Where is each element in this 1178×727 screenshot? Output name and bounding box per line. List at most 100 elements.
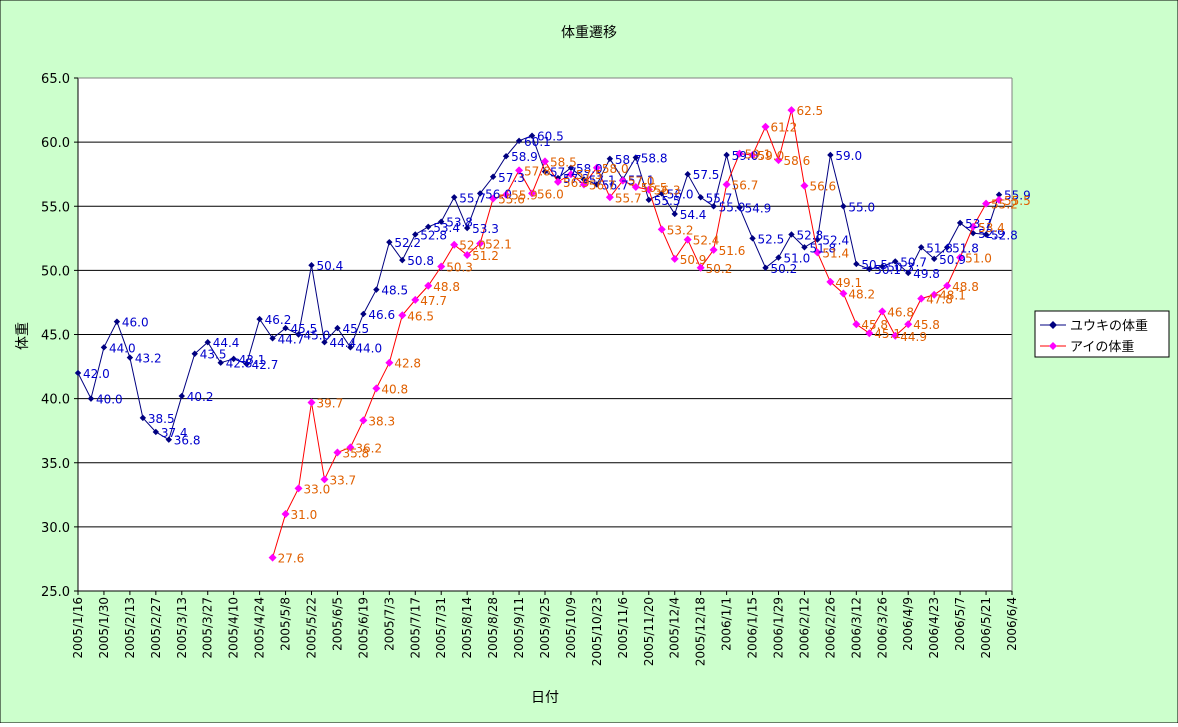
- data-label: 52.4: [822, 234, 849, 248]
- data-label: 54.4: [680, 208, 707, 222]
- data-label: 52.5: [758, 232, 785, 246]
- data-point: [346, 443, 355, 452]
- data-label: 53.8: [446, 216, 473, 230]
- data-label: 49.8: [913, 267, 940, 281]
- data-label: 38.3: [368, 414, 395, 428]
- x-tick-label: 2005/5/8: [279, 597, 293, 651]
- x-tick-label: 2005/7/31: [434, 597, 448, 659]
- data-point: [450, 240, 459, 249]
- data-point: [334, 324, 341, 332]
- data-label: 52.8: [420, 228, 447, 242]
- data-point: [891, 331, 900, 340]
- data-point: [839, 289, 848, 298]
- data-point: [463, 250, 472, 259]
- data-point: [671, 210, 678, 218]
- x-tick-label: 2005/3/13: [175, 597, 189, 659]
- data-label: 48.1: [939, 289, 966, 303]
- data-label: 55.5: [654, 194, 681, 208]
- data-label: 60.1: [524, 135, 551, 149]
- data-label: 50.5: [861, 258, 888, 272]
- data-label: 45.8: [861, 318, 888, 332]
- data-point: [385, 358, 394, 367]
- data-label: 56.9: [563, 176, 590, 190]
- x-tick-label: 2005/3/27: [201, 597, 215, 659]
- data-point: [398, 311, 407, 320]
- data-point: [502, 190, 511, 199]
- data-point: [333, 448, 342, 457]
- data-label: 57.3: [498, 171, 525, 185]
- data-point: [697, 194, 704, 201]
- data-point: [438, 218, 445, 225]
- data-point: [904, 320, 913, 329]
- data-label: 50.3: [887, 261, 914, 275]
- x-tick-label: 2005/1/30: [97, 597, 111, 659]
- data-point: [411, 295, 420, 304]
- data-point: [736, 204, 743, 211]
- data-label: 61.2: [771, 121, 798, 135]
- data-point: [399, 256, 406, 264]
- data-point: [930, 255, 938, 263]
- data-point: [683, 235, 692, 244]
- data-label: 52.2: [394, 236, 421, 250]
- data-label: 52.8: [991, 228, 1018, 242]
- legend-label-yuki: ユウキの体重: [1070, 318, 1148, 334]
- data-label: 53.4: [978, 221, 1005, 235]
- data-label: 55.0: [848, 200, 875, 214]
- x-tick-label: 2005/10/9: [564, 597, 578, 659]
- data-label: 55.2: [991, 198, 1018, 212]
- data-point: [592, 163, 601, 172]
- x-axis-label: 日付: [531, 690, 559, 706]
- data-point: [917, 244, 925, 251]
- data-label: 53.3: [472, 222, 499, 236]
- x-tick-label: 2006/1/29: [772, 597, 786, 659]
- data-point: [709, 245, 718, 254]
- data-label: 57.5: [576, 168, 603, 182]
- data-point: [982, 231, 990, 238]
- data-point: [995, 191, 1003, 198]
- data-point: [463, 224, 471, 232]
- data-point: [528, 189, 537, 198]
- data-point: [268, 553, 277, 562]
- data-label: 44.7: [278, 332, 305, 346]
- data-label: 59.0: [732, 149, 759, 163]
- data-point: [749, 235, 756, 242]
- data-point: [657, 225, 666, 234]
- y-tick-label: 55.0: [41, 200, 70, 215]
- data-point: [515, 166, 524, 175]
- data-point: [956, 253, 965, 262]
- data-point: [541, 157, 549, 166]
- y-tick-label: 40.0: [41, 393, 70, 408]
- data-point: [814, 236, 821, 243]
- data-label: 47.7: [420, 294, 447, 308]
- data-label: 43.1: [239, 353, 266, 367]
- data-label: 54.9: [745, 202, 772, 216]
- data-point: [476, 239, 485, 248]
- data-point: [710, 203, 717, 210]
- x-tick-label: 2005/5/22: [305, 597, 319, 659]
- data-point: [217, 359, 224, 366]
- data-label: 44.0: [109, 341, 136, 355]
- data-label: 56.5: [641, 181, 668, 195]
- data-point: [294, 484, 303, 493]
- x-tick-label: 2005/4/24: [253, 597, 267, 659]
- data-point: [943, 281, 952, 290]
- data-point: [450, 194, 458, 201]
- data-label: 57.1: [589, 173, 616, 187]
- data-point: [425, 223, 432, 230]
- data-point: [748, 150, 757, 159]
- data-label: 51.2: [472, 249, 499, 263]
- data-label: 38.5: [148, 412, 175, 426]
- data-label: 45.5: [291, 322, 318, 336]
- data-label: 46.8: [887, 305, 914, 319]
- x-tick-label: 2005/7/3: [382, 597, 396, 651]
- x-tick-label: 2006/1/15: [746, 597, 760, 659]
- data-point: [541, 168, 549, 175]
- data-point: [735, 149, 744, 158]
- data-label: 46.0: [122, 316, 149, 330]
- data-label: 27.6: [278, 552, 305, 566]
- data-point: [853, 260, 860, 268]
- data-point: [982, 199, 991, 208]
- data-point: [852, 320, 861, 329]
- data-label: 60.5: [537, 130, 564, 144]
- data-point: [579, 180, 588, 189]
